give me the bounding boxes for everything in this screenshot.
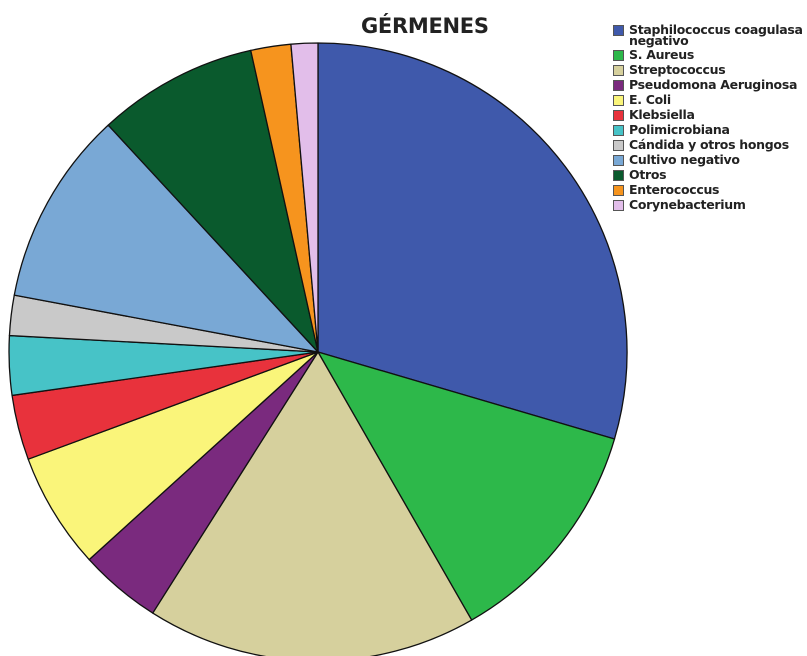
legend-swatch	[613, 80, 624, 91]
legend-swatch	[613, 125, 624, 136]
legend-label: S. Aureus	[629, 47, 694, 62]
legend-label: Cándida y otros hongos	[629, 137, 789, 152]
legend-item: E. Coli	[613, 92, 807, 106]
legend-item: Staphilococcus coagulasa negativo	[613, 22, 807, 48]
pie-slice-3	[152, 351, 473, 656]
pie-slice-1	[317, 42, 628, 440]
legend-label: Otros	[629, 167, 667, 182]
legend-swatch	[613, 185, 624, 196]
pie-slice-12	[290, 42, 319, 353]
pie-slice-5	[27, 351, 319, 561]
pie-slice-2	[317, 351, 616, 621]
legend-label: Klebsiella	[629, 107, 695, 122]
legend-swatch	[613, 50, 624, 61]
legend-item: Otros	[613, 167, 807, 181]
legend-label: Enterococcus	[629, 182, 720, 197]
legend-item: S. Aureus	[613, 47, 807, 61]
legend-item: Klebsiella	[613, 107, 807, 121]
legend-label: E. Coli	[629, 92, 671, 107]
legend-label: Corynebacterium	[629, 197, 746, 212]
legend-swatch	[613, 200, 624, 211]
legend-item: Streptococcus	[613, 62, 807, 76]
legend-swatch	[613, 95, 624, 106]
legend-swatch	[613, 155, 624, 166]
legend-item: Pseudomona Aeruginosa	[613, 77, 807, 91]
legend-swatch	[613, 140, 624, 151]
legend-label: Staphilococcus coagulasa negativo	[629, 22, 803, 48]
legend-item: Cultivo negativo	[613, 152, 807, 166]
pie-slices	[8, 42, 628, 656]
legend-label: Cultivo negativo	[629, 152, 740, 167]
pie-slice-9	[13, 124, 319, 353]
legend-swatch	[613, 25, 624, 36]
legend-item: Cándida y otros hongos	[613, 137, 807, 151]
legend-label: Pseudomona Aeruginosa	[629, 77, 798, 92]
legend-swatch	[613, 110, 624, 121]
chart-title: GÉRMENES	[361, 14, 489, 38]
legend-swatch	[613, 170, 624, 181]
legend-swatch	[613, 65, 624, 76]
pie-slice-10	[107, 49, 319, 353]
chart-legend: Staphilococcus coagulasa negativo S. Aure…	[613, 22, 807, 212]
legend-label: Streptococcus	[629, 62, 726, 77]
legend-item: Enterococcus	[613, 182, 807, 196]
legend-label: Polimicrobiana	[629, 122, 730, 137]
legend-item: Polimicrobiana	[613, 122, 807, 136]
legend-item: Corynebacterium	[613, 197, 807, 211]
